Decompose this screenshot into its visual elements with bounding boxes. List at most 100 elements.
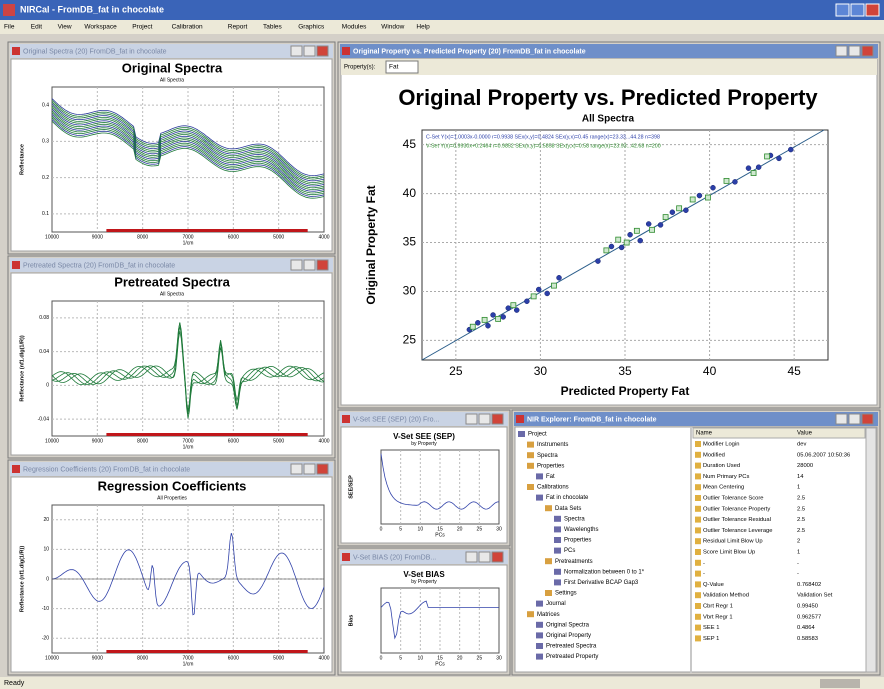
point — [604, 248, 609, 253]
property-name[interactable]: Num Primary PCs — [703, 474, 749, 480]
property-name[interactable]: - — [703, 571, 705, 577]
point — [616, 237, 621, 242]
window-button[interactable] — [304, 464, 315, 474]
menu-item[interactable]: Workspace — [84, 24, 117, 31]
window-button[interactable] — [304, 46, 315, 56]
property-name[interactable]: - — [703, 560, 705, 566]
menu-item[interactable]: File — [4, 24, 15, 31]
window-button[interactable] — [836, 46, 847, 56]
property-name[interactable]: SEP 1 — [703, 636, 719, 642]
window-button[interactable] — [479, 414, 490, 424]
window-button[interactable] — [862, 414, 873, 424]
tree-node[interactable]: Instruments — [537, 442, 568, 448]
window-button[interactable] — [492, 552, 503, 562]
window-title: Pretreated Spectra (20) FromDB_fat in ch… — [23, 262, 175, 269]
window-button[interactable] — [836, 414, 847, 424]
window-button[interactable] — [862, 46, 873, 56]
tree-icon — [527, 463, 534, 469]
window-button[interactable] — [849, 414, 860, 424]
app-window-button[interactable] — [836, 4, 849, 16]
property-name[interactable]: Residual Limit Blow Up — [703, 539, 763, 545]
tree-node[interactable]: Pretreated Property — [546, 654, 598, 660]
property-label: Property(s): — [344, 65, 376, 71]
x-tick-label: 25 — [449, 364, 463, 378]
menu-item[interactable]: Calibration — [172, 24, 203, 31]
property-value[interactable]: Fat — [389, 64, 399, 71]
window-button[interactable] — [492, 414, 503, 424]
screen: NIRCal - FromDB_fat in chocolate Ready F… — [0, 0, 884, 689]
menu-item[interactable]: Help — [416, 24, 430, 31]
menu-item[interactable]: Report — [228, 24, 248, 31]
window-button[interactable] — [317, 260, 328, 270]
chart-subtitle: by Property — [411, 441, 437, 447]
x-tick-label: 8000 — [137, 234, 148, 240]
tree-node[interactable]: Pretreatments — [555, 559, 593, 565]
property-name[interactable]: Outlier Tolerance Score — [703, 496, 763, 502]
menu-item[interactable]: Graphics — [298, 24, 325, 31]
tree-node[interactable]: Original Spectra — [546, 622, 590, 628]
menu-item[interactable]: Edit — [31, 24, 42, 31]
point — [506, 306, 511, 311]
tree-node[interactable]: Fat in chocolate — [546, 495, 589, 501]
tree-node[interactable]: Spectra — [537, 453, 558, 459]
window-button[interactable] — [291, 46, 302, 56]
tree-node[interactable]: Properties — [564, 538, 591, 544]
window-button[interactable] — [466, 414, 477, 424]
pane-divider — [690, 427, 692, 673]
menu-item[interactable]: Modules — [342, 24, 367, 31]
property-name[interactable]: Cbrt Regr 1 — [703, 604, 733, 610]
property-name[interactable]: Validation Method — [703, 593, 749, 599]
property-name[interactable]: SEE 1 — [703, 625, 719, 631]
tree-node[interactable]: Data Sets — [555, 506, 581, 512]
tree-node[interactable]: Original Property — [546, 633, 591, 639]
property-name[interactable]: Modified — [703, 452, 725, 458]
property-value: - — [797, 571, 799, 577]
y-tick-label: 20 — [43, 517, 49, 523]
window-button[interactable] — [317, 464, 328, 474]
app-window-button[interactable] — [851, 4, 864, 16]
tree-node[interactable]: Calibrations — [537, 485, 569, 491]
property-name[interactable]: Modifier Login — [703, 442, 739, 448]
menu-item[interactable]: View — [58, 24, 72, 31]
window-button[interactable] — [304, 260, 315, 270]
property-name[interactable]: Score Limit Blow Up — [703, 550, 755, 556]
window-button[interactable] — [291, 260, 302, 270]
property-name[interactable]: Vbrt Regr 1 — [703, 614, 733, 620]
tree-node[interactable]: Spectra — [564, 516, 585, 522]
window-button[interactable] — [849, 46, 860, 56]
property-value: Validation Set — [797, 593, 833, 599]
menu-item[interactable]: Window — [381, 24, 404, 31]
window-button[interactable] — [466, 552, 477, 562]
tree-node[interactable]: Settings — [555, 591, 577, 597]
tree-node[interactable]: Pretreated Spectra — [546, 644, 597, 650]
tree-node[interactable]: Properties — [537, 463, 564, 469]
property-name[interactable]: Q-Value — [703, 582, 724, 588]
property-name[interactable]: Outlier Tolerance Property — [703, 506, 770, 512]
property-name[interactable]: Outlier Tolerance Residual — [703, 517, 771, 523]
menu-item[interactable]: Project — [132, 24, 152, 31]
window-button[interactable] — [291, 464, 302, 474]
x-axis-label: PCs — [435, 661, 445, 667]
app-window-button[interactable] — [866, 4, 879, 16]
menu-item[interactable]: Tables — [263, 24, 283, 31]
row-icon — [695, 625, 701, 631]
tree-node[interactable]: Wavelengths — [564, 527, 598, 533]
chart-subtitle: by Property — [411, 579, 437, 585]
row-icon — [695, 463, 701, 469]
property-name[interactable]: Duration Used — [703, 463, 740, 469]
tree-node[interactable]: PCs — [564, 548, 575, 554]
tree-node[interactable]: Journal — [546, 601, 566, 607]
window-button[interactable] — [479, 552, 490, 562]
tree-node[interactable]: Project — [528, 432, 547, 438]
tree-icon — [536, 473, 543, 479]
property-name[interactable]: Mean Centering — [703, 485, 744, 491]
tree-node[interactable]: First Derivative BCAP Gap3 — [564, 580, 639, 586]
property-name[interactable]: Outlier Tolerance Leverage — [703, 528, 773, 534]
chart-subtitle: All Spectra — [160, 291, 184, 297]
scrollbar[interactable] — [866, 428, 876, 672]
page: NIRCal - FromDB_fat in chocolate Ready F… — [0, 0, 884, 689]
tree-node[interactable]: Matrices — [537, 612, 560, 618]
window-button[interactable] — [317, 46, 328, 56]
tree-node[interactable]: Fat — [546, 474, 555, 480]
tree-node[interactable]: Normalization between 0 to 1* — [564, 569, 645, 575]
